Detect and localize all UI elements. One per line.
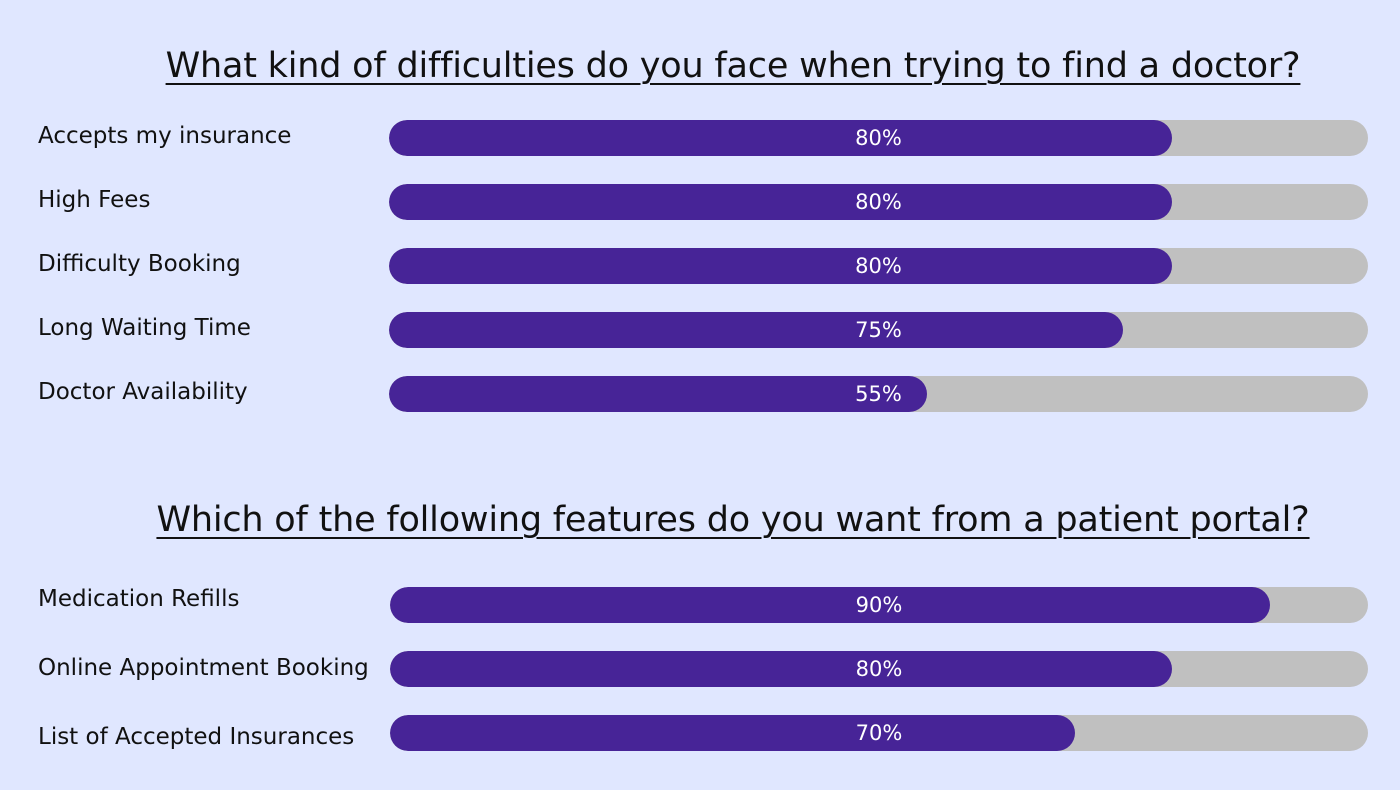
bar-value-label: 80% [855, 190, 902, 214]
bar-track: 90% [390, 587, 1368, 623]
bar-category-label: High Fees [38, 187, 151, 213]
bar-category-label: Medication Refills [38, 586, 240, 612]
bar-category-label: Difficulty Booking [38, 251, 241, 277]
bar-track: 80% [389, 120, 1368, 156]
bar-track: 75% [389, 312, 1368, 348]
bar-value-label: 90% [855, 593, 903, 617]
bar-value-label: 80% [855, 126, 902, 150]
bar-category-label: List of Accepted Insurances [38, 724, 355, 750]
bar-fill [389, 312, 1124, 348]
chart-title: Which of the following features do you w… [156, 500, 1310, 540]
bar-category-label: Accepts my insurance [38, 123, 292, 149]
bar-fill [390, 651, 1173, 687]
bar-category-label: Online Appointment Booking [38, 655, 369, 681]
bar-fill [389, 248, 1173, 284]
bar-fill [389, 120, 1173, 156]
bar-fill [390, 715, 1075, 751]
bar-track: 70% [390, 715, 1368, 751]
bar-track: 80% [390, 651, 1368, 687]
bar-fill [389, 376, 928, 412]
bar-value-label: 55% [855, 382, 902, 406]
bar-value-label: 80% [855, 254, 902, 278]
bar-value-label: 80% [855, 657, 903, 681]
chart-title: What kind of difficulties do you face wh… [165, 46, 1301, 86]
bar-category-label: Long Waiting Time [38, 315, 251, 341]
bar-category-label: Doctor Availability [38, 379, 248, 405]
bar-fill [389, 184, 1173, 220]
bar-track: 80% [389, 248, 1368, 284]
bar-track: 80% [389, 184, 1368, 220]
bar-value-label: 70% [855, 721, 903, 745]
bar-track: 55% [389, 376, 1368, 412]
bar-fill [390, 587, 1271, 623]
bar-value-label: 75% [855, 318, 902, 342]
